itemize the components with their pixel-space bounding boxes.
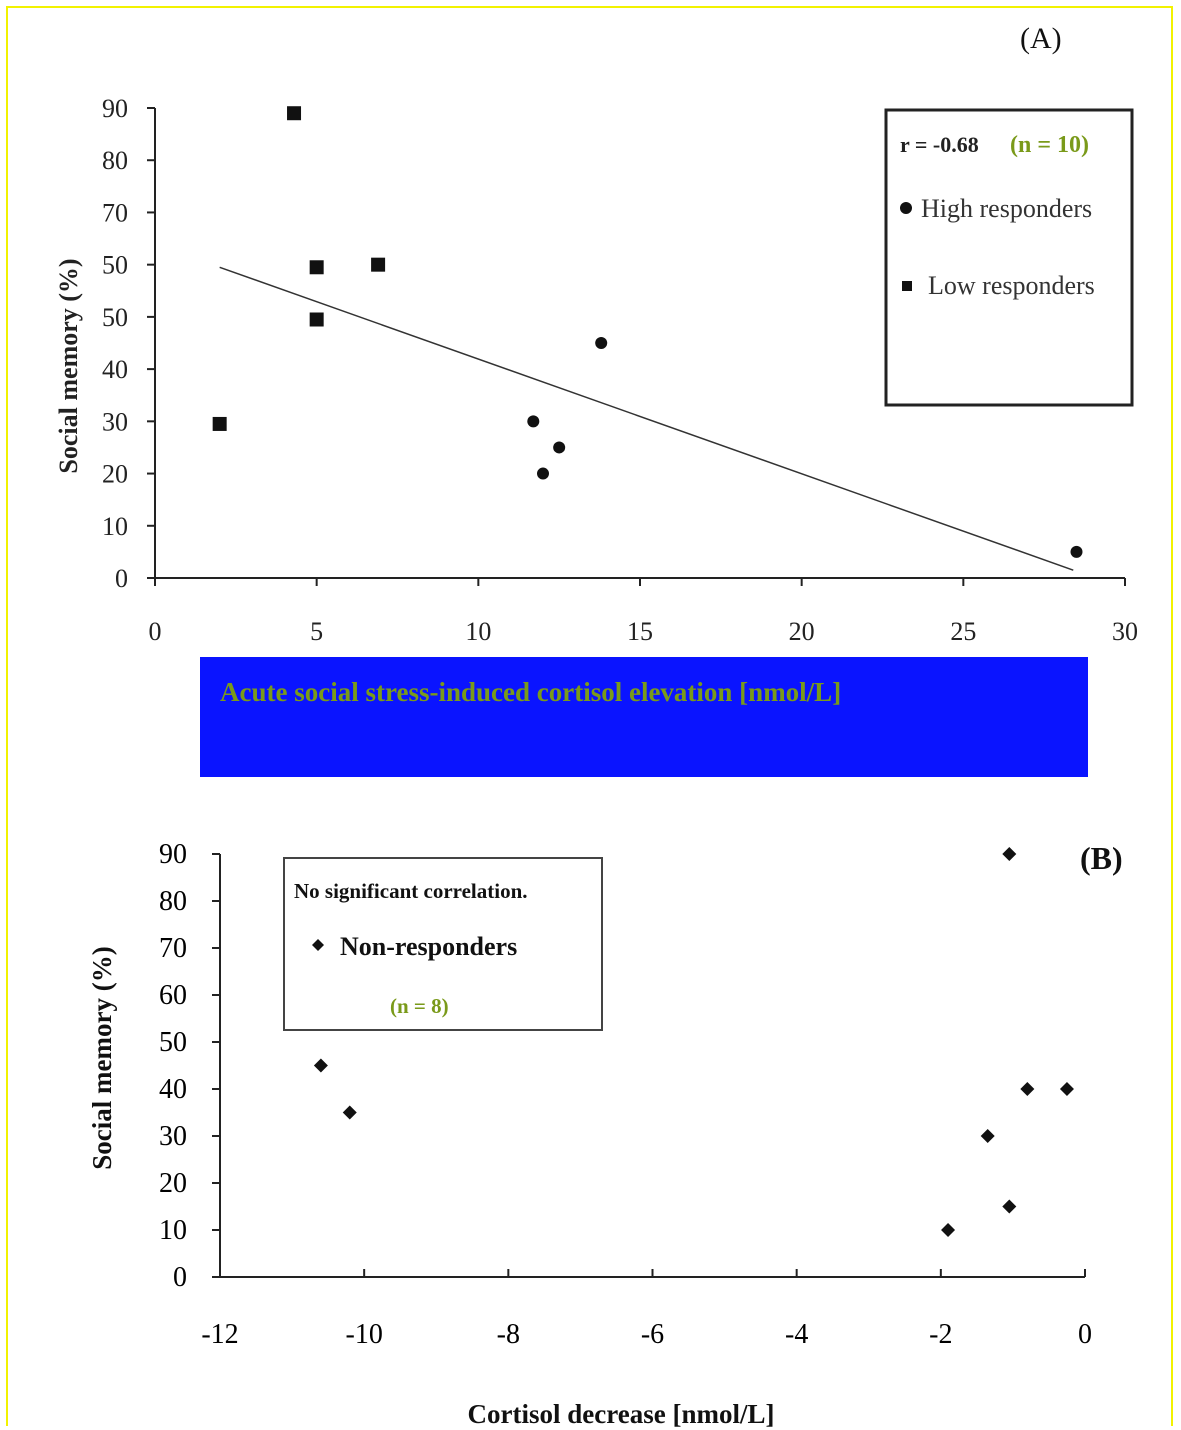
y-tick-label-a: 0 [115, 564, 128, 593]
point-low-responders [309, 260, 324, 275]
point-non-responders [1002, 1199, 1017, 1214]
point-non-responders [980, 1129, 995, 1143]
y-tick-label-b: 50 [159, 1027, 187, 1058]
y-tick-label-a: 90 [102, 94, 128, 123]
x-axis-label-a: Acute social stress-induced cortisol ele… [220, 677, 842, 707]
x-tick-label-a: 10 [465, 617, 491, 646]
x-tick-label-a: 5 [310, 617, 323, 646]
legend-entry-high: High responders [921, 194, 1092, 223]
y-axis-label-a: Social memory (%) [54, 258, 83, 473]
y-axis-label-b: Social memory (%) [87, 946, 117, 1169]
trendline-a [219, 266, 1074, 571]
y-tick-label-a: 30 [102, 407, 128, 436]
panel-label-b: (B) [1080, 840, 1123, 876]
x-tick-label-a: 30 [1112, 617, 1138, 646]
point-low-responders [309, 312, 324, 327]
y-tick-label-b: 60 [159, 980, 187, 1011]
y-tick-label-b: 10 [159, 1215, 187, 1246]
legend-b: No significant correlation. Non-responde… [283, 857, 603, 1031]
x-tick-label-b: -10 [346, 1319, 383, 1350]
xlabel-banner-a: Acute social stress-induced cortisol ele… [200, 657, 1088, 777]
x-axis-label-b: Cortisol decrease [nmol/L] [468, 1399, 775, 1429]
point-high-responders [537, 467, 549, 480]
legend-entry-non: Non-responders [340, 932, 517, 961]
legend-box-b [283, 857, 603, 1031]
legend-note-b: No significant correlation. [294, 879, 528, 903]
y-tick-label-a: 20 [102, 460, 128, 489]
point-non-responders [941, 1223, 956, 1237]
y-tick-label-b: 30 [159, 1121, 187, 1152]
x-tick-label-a: 25 [950, 617, 976, 646]
x-tick-label-b: -12 [201, 1319, 238, 1350]
y-tick-label-a: 50 [102, 303, 128, 332]
point-non-responders [1002, 847, 1017, 861]
y-tick-label-b: 90 [159, 839, 187, 870]
x-tick-label-b: 0 [1078, 1319, 1092, 1350]
legend-n-b: (n = 8) [390, 994, 449, 1018]
point-high-responders [1070, 545, 1083, 558]
y-tick-label-a: 50 [102, 251, 128, 280]
point-non-responders [1059, 1082, 1074, 1096]
x-tick-label-b: -8 [497, 1319, 520, 1350]
y-tick-label-a: 40 [102, 355, 128, 384]
point-low-responders [287, 106, 302, 121]
x-tick-label-a: 20 [789, 617, 815, 646]
y-tick-label-b: 70 [159, 933, 187, 964]
legend-a: r = -0.68 (n = 10) High responders Low r… [884, 108, 1134, 407]
point-high-responders [527, 415, 540, 428]
legend-stat-a: r = -0.68 [900, 132, 979, 157]
y-tick-label-b: 40 [159, 1074, 187, 1105]
y-tick-label-b: 20 [159, 1168, 187, 1199]
y-tick-label-b: 80 [159, 886, 187, 917]
x-tick-label-b: -6 [641, 1319, 664, 1350]
legend-marker-high [900, 202, 912, 214]
legend-box-a [884, 108, 1134, 407]
point-high-responders [595, 337, 608, 349]
x-tick-label-a: 0 [149, 617, 162, 646]
legend-entry-low: Low responders [928, 271, 1095, 300]
panel-label-a: (A) [1020, 22, 1062, 55]
page-frame [6, 6, 1173, 1426]
point-non-responders [313, 1058, 328, 1073]
legend-marker-low [902, 281, 912, 291]
point-high-responders [553, 441, 566, 454]
point-low-responders [371, 257, 386, 272]
x-tick-label-a: 15 [627, 617, 653, 646]
legend-n-a: (n = 10) [1010, 132, 1089, 158]
legend-marker-non [312, 939, 324, 951]
point-non-responders [1020, 1082, 1035, 1096]
y-tick-label-a: 80 [102, 146, 128, 175]
point-non-responders [342, 1105, 357, 1120]
y-tick-label-a: 70 [102, 198, 128, 227]
y-tick-label-b: 0 [173, 1262, 187, 1293]
x-tick-label-b: -4 [785, 1319, 808, 1350]
y-tick-label-a: 10 [102, 512, 128, 541]
chart-marks: 0 5 10 15 20 25 30 0 10 20 30 40 50 50 70 80 90 -12 -10 -8 -… [102, 94, 1138, 1350]
x-tick-label-b: -2 [929, 1319, 952, 1350]
point-low-responders [212, 416, 227, 431]
